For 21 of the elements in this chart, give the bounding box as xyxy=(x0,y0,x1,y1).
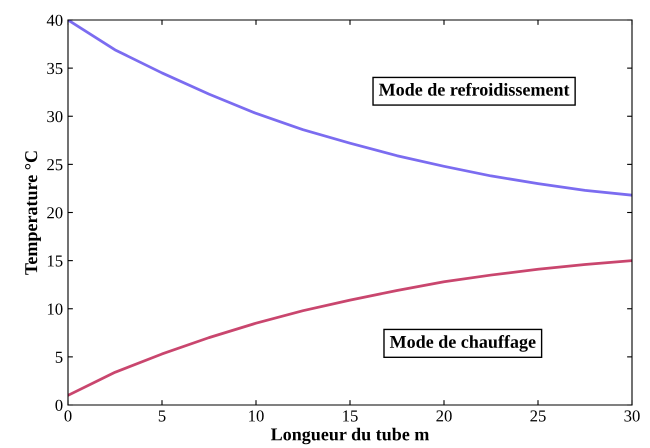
y-tick-label: 0 xyxy=(55,400,63,411)
y-tick-label: 25 xyxy=(47,159,62,170)
y-axis-title: Temperature °C xyxy=(25,151,41,275)
x-tick-label: 20 xyxy=(436,410,452,422)
line-series xyxy=(68,259,632,397)
x-tick-label: 0 xyxy=(64,410,72,422)
x-tick-label: 15 xyxy=(343,410,358,422)
y-tick-label: 15 xyxy=(48,255,62,267)
annotation: Mode de chauffage xyxy=(390,335,536,352)
x-tick-label: 25 xyxy=(530,410,546,422)
x-tick-label: 30 xyxy=(624,410,640,422)
x-tick-label: 10 xyxy=(249,410,264,422)
y-tick-label: 10 xyxy=(48,303,63,315)
y-tick-label: 20 xyxy=(47,207,63,218)
y-tick-label: 40 xyxy=(46,14,63,26)
y-tick-label: 5 xyxy=(56,352,62,363)
x-axis-title: Longueur du tube m xyxy=(270,428,430,444)
x-tick-label: 5 xyxy=(158,410,166,422)
y-tick-label: 35 xyxy=(47,62,62,74)
y-tick-label: 30 xyxy=(47,110,63,122)
annotation: Mode de refroidissement xyxy=(378,82,570,96)
